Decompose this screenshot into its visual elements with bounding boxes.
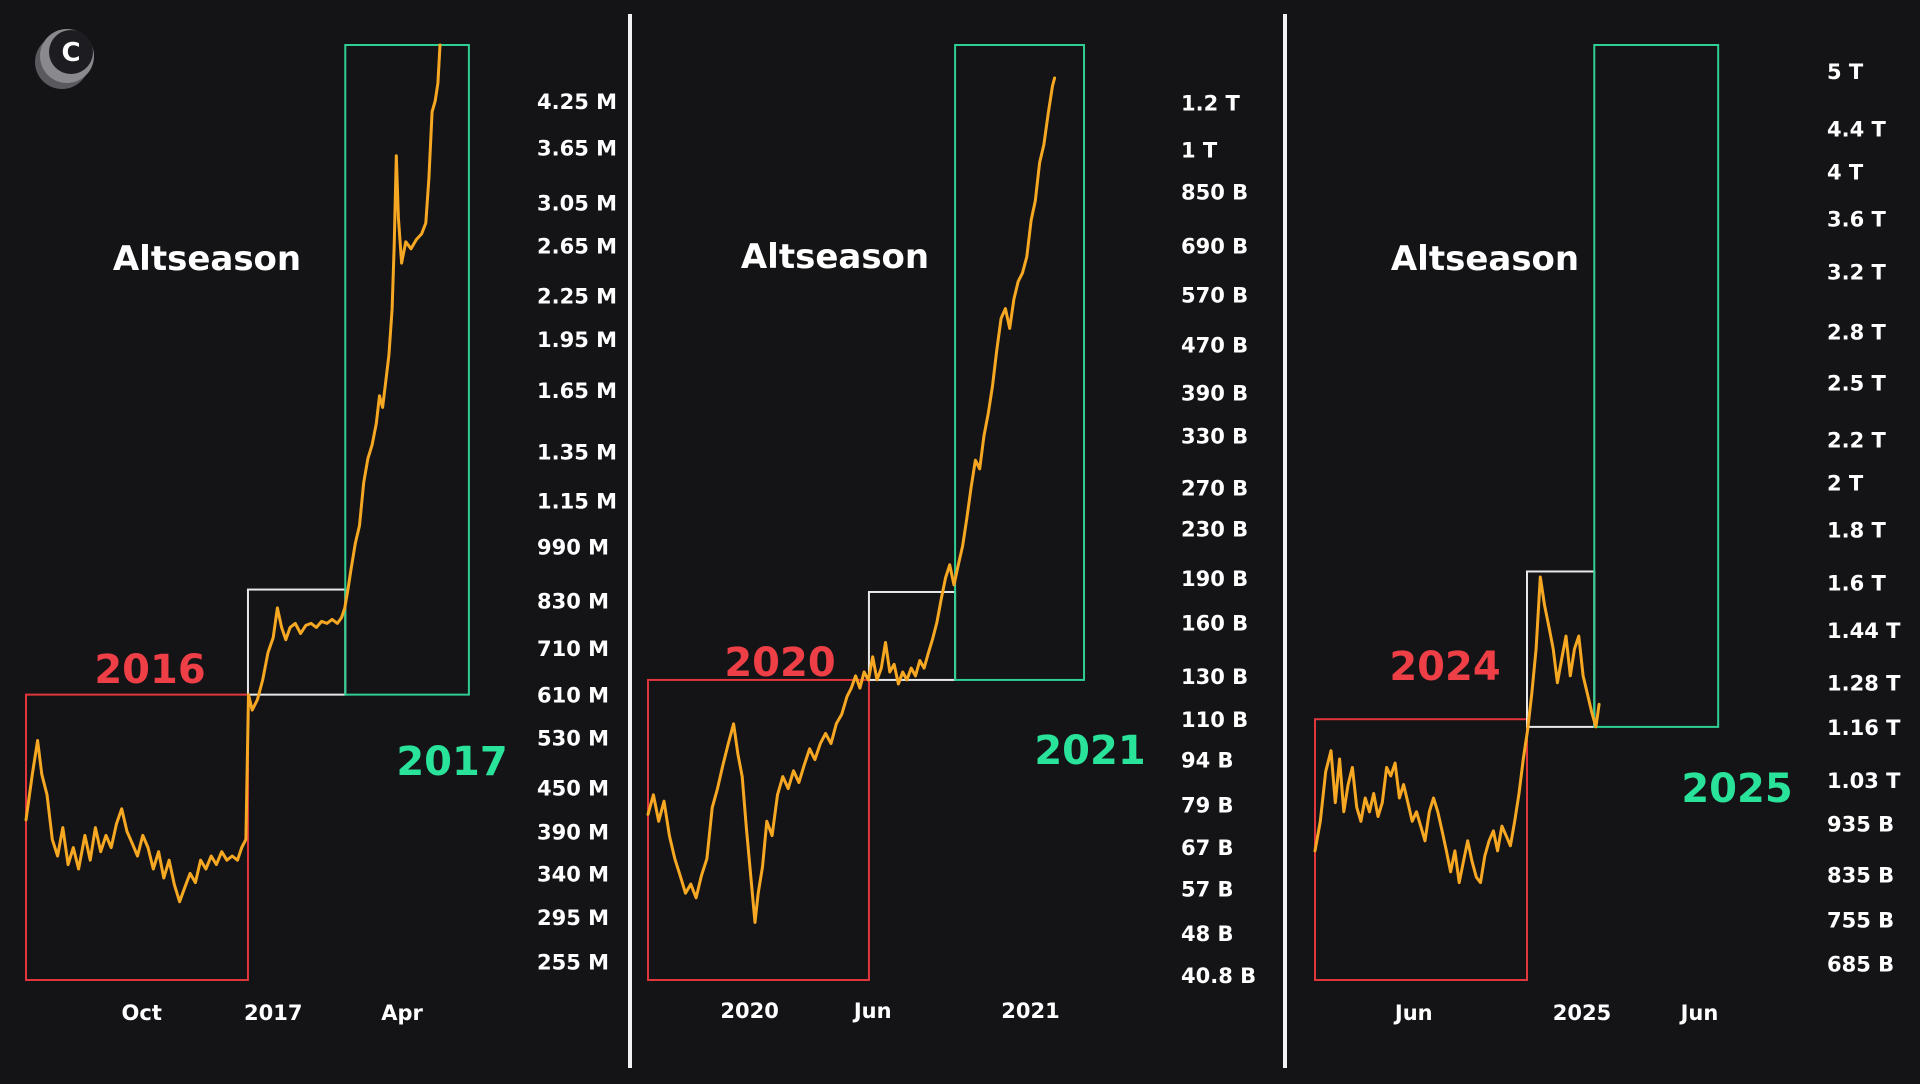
green-range-box [1593,44,1720,728]
c-logo-icon: C [35,29,94,89]
red-range-box [647,678,870,981]
y-tick-label: 685 B [1827,952,1894,976]
y-tick-label: 610 M [537,684,609,708]
x-tick-label: Jun [1679,1001,1719,1025]
chart-panel-1: 4.25 M 3.65 M 3.05 M 2.65 M 2.25 M 1.95 M 1.65… [24,43,617,1025]
chart-panel-2: 1.2 T 1 T 850 B 690 B 570 B 470 B 390 B 330 B 27… [646,44,1256,1023]
x-tick-label: Oct [122,1001,162,1025]
y-tick-label: 755 B [1827,909,1894,933]
y-tick-label: 1.28 T [1827,672,1901,696]
svg-text:C: C [61,38,80,68]
y-tick-label: 835 B [1827,863,1894,887]
y-tick-label: 1.03 T [1827,769,1901,793]
year-label-green: 2017 [396,739,507,785]
y-tick-label: 1.65 M [537,379,617,403]
y-tick-label: 94 B [1181,749,1234,773]
y-tick-label: 1.2 T [1181,92,1241,116]
y-tick-label: 295 M [537,906,609,930]
y-tick-label: 1.6 T [1827,572,1887,596]
market-cap-line [1313,575,1601,885]
y-tick-label: 990 M [537,535,609,559]
year-label-red: 2016 [94,647,205,693]
y-tick-label: 570 B [1181,284,1248,308]
y-tick-label: 230 B [1181,518,1248,542]
y-tick-label: 40.8 B [1181,964,1256,988]
y-tick-label: 4.4 T [1827,118,1887,142]
y-tick-label: 110 B [1181,708,1248,732]
x-tick-label: Jun [852,999,892,1023]
y-tick-label: 4.25 M [537,90,617,114]
y-tick-label: 5 T [1827,60,1864,84]
y-tick-label: 390 M [537,820,609,844]
year-label-red: 2024 [1389,644,1500,690]
red-range-box [1314,718,1528,982]
y-tick-label: 2.65 M [537,234,617,258]
year-label-green: 2025 [1681,766,1792,812]
green-range-box [344,44,470,696]
y-tick-label: 3.6 T [1827,208,1887,232]
x-tick-label: 2017 [244,1001,302,1025]
y-tick-label: 1.16 T [1827,716,1901,740]
y-tick-label: 1.8 T [1827,519,1887,543]
y-tick-label: 67 B [1181,836,1234,860]
y-tick-label: 190 B [1181,567,1248,591]
y-tick-label: 2 T [1827,471,1864,495]
y-tick-label: 1.44 T [1827,619,1901,643]
y-tick-label: 340 M [537,862,609,886]
y-tick-label: 130 B [1181,665,1248,689]
y-tick-label: 2.25 M [537,284,617,308]
y-tick-label: 255 M [537,950,609,974]
market-cap-line [24,43,442,904]
year-label-red: 2020 [724,640,835,686]
y-tick-label: 79 B [1181,793,1234,817]
y-tick-label: 850 B [1181,181,1248,205]
chart-title: Altseason [113,239,301,279]
red-range-box [25,693,249,981]
year-label-green: 2021 [1034,728,1145,774]
y-tick-label: 830 M [537,589,609,613]
y-tick-label: 935 B [1827,813,1894,837]
x-tick-label: 2021 [1001,999,1059,1023]
y-tick-label: 390 B [1181,382,1248,406]
green-range-box [954,44,1086,681]
y-tick-label: 4 T [1827,160,1864,184]
y-tick-label: 1.35 M [537,441,617,465]
y-tick-label: 3.05 M [537,191,617,215]
y-tick-label: 270 B [1181,476,1248,500]
y-tick-label: 3.65 M [537,136,617,160]
y-tick-label: 160 B [1181,611,1248,635]
market-cap-line [646,76,1057,924]
y-tick-label: 2.5 T [1827,371,1887,395]
x-tick-label: Jun [1393,1001,1433,1025]
y-tick-label: 3.2 T [1827,260,1887,284]
chart-panel-3: 5 T 4.4 T 4 T 3.6 T 3.2 T 2.8 T 2.5 T 2.2 T 2 T 1… [1313,44,1901,1025]
y-tick-label: 450 M [537,777,609,801]
y-tick-label: 330 B [1181,425,1248,449]
x-tick-label: 2025 [1553,1001,1611,1025]
y-tick-label: 690 B [1181,234,1248,258]
y-tick-label: 470 B [1181,333,1248,357]
y-tick-label: 710 M [537,637,609,661]
y-tick-label: 1 T [1181,139,1218,163]
y-tick-label: 1.95 M [537,328,617,352]
y-tick-label: 2.2 T [1827,429,1887,453]
y-tick-label: 530 M [537,727,609,751]
x-tick-label: 2020 [720,999,778,1023]
x-tick-label: Apr [381,1001,423,1025]
y-tick-label: 57 B [1181,878,1234,902]
y-tick-label: 1.15 M [537,490,617,514]
y-tick-label: 2.8 T [1827,320,1887,344]
y-tick-label: 48 B [1181,922,1234,946]
chart-title: Altseason [1391,239,1579,279]
chart-title: Altseason [741,237,929,277]
